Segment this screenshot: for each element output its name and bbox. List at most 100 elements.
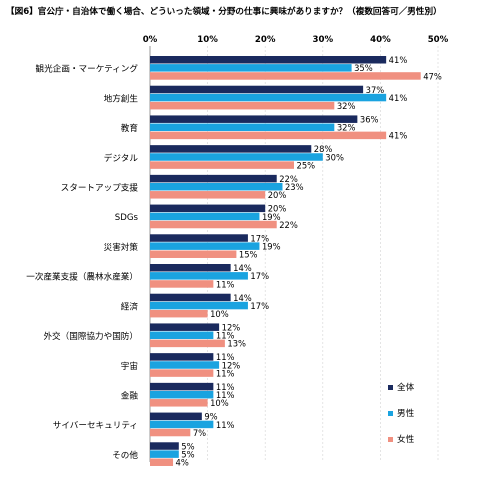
legend-label: 女性 [397,433,415,445]
category-label: 外交（国際協力や国防） [43,330,138,342]
chart-title: 【図6】官公庁・自治体で働く場合、どういった領域・分野の仕事に興味がありますか？… [6,7,442,17]
bar [150,123,335,132]
category-label: 経済 [121,300,139,312]
bar [150,220,277,229]
bar [150,272,248,280]
data-label: 41% [389,131,408,141]
data-label: 11% [216,390,235,400]
data-label: 19% [262,241,281,251]
data-label: 17% [250,271,269,281]
data-label: 14% [233,263,252,273]
bar [150,145,312,153]
category-label: サイバーセキュリティ [53,420,138,431]
data-label: 17% [250,301,269,311]
data-label: 37% [366,85,385,95]
data-label: 25% [297,160,316,170]
bar [150,264,231,272]
data-label: 11% [216,382,235,392]
data-label: 41% [389,93,408,103]
bar [150,369,214,377]
x-tick-label: 50% [428,35,449,45]
data-label: 11% [216,331,235,341]
x-tick-label: 20% [255,35,276,45]
legend-swatch [388,385,393,390]
category-label: デジタル [104,152,139,164]
data-label: 9% [204,412,217,422]
data-label: 20% [268,190,287,200]
bar [150,412,202,421]
bar [150,323,220,331]
bar [150,101,335,110]
data-label: 47% [423,71,442,81]
bar [150,293,231,302]
bar [150,390,214,399]
category-label: SDGs [115,213,139,223]
bar [150,174,277,183]
bar [150,382,214,391]
data-label: 4% [176,458,189,468]
bar [150,153,323,161]
legend-label: 男性 [397,407,415,419]
bar [150,242,260,250]
data-label: 11% [216,279,235,289]
bar [150,204,266,213]
category-label: 観光企画・マーケティング [36,63,139,75]
data-label: 30% [325,152,344,162]
data-label: 12% [222,323,241,333]
x-tick-label: 10% [197,35,218,45]
bar [150,280,214,288]
data-label: 10% [210,398,229,408]
bar [150,64,352,72]
data-label: 11% [216,352,235,362]
bar [150,250,237,258]
bar [150,161,294,169]
bar [150,450,179,458]
data-label: 23% [285,182,304,192]
category-label: スタートアップ支援 [61,182,139,194]
data-label: 12% [222,360,241,370]
bar [150,234,248,242]
category-label: 宇宙 [121,360,138,372]
bar [150,309,208,318]
data-label: 22% [279,174,298,184]
category-label: 教育 [121,122,139,134]
bar [150,131,387,140]
category-label: 地方創生 [104,92,139,104]
data-label: 11% [216,420,235,430]
data-label: 28% [314,144,333,154]
bar [150,458,174,466]
data-label: 15% [239,250,258,260]
data-label: 19% [262,212,281,222]
data-label: 14% [233,293,252,303]
bar [150,442,179,450]
legend-label: 全体 [397,381,415,393]
data-label: 13% [227,339,246,349]
data-label: 36% [360,115,379,125]
bar [150,420,214,429]
data-label: 32% [337,123,356,133]
bar [150,428,191,437]
bar [150,353,214,361]
data-label: 5% [181,441,194,451]
data-label: 20% [268,204,287,214]
data-label: 10% [210,309,229,319]
bar [150,115,358,123]
data-label: 11% [216,368,235,378]
data-label: 5% [181,449,194,459]
bar [150,182,283,191]
data-label: 35% [354,63,373,73]
bar [150,85,364,94]
bar [150,191,266,199]
x-tick-label: 30% [313,35,334,45]
data-label: 32% [337,101,356,111]
bar [150,301,248,310]
data-label: 41% [389,55,408,65]
bar [150,339,225,348]
bar [150,212,260,221]
category-label: 一次産業支援（農林水産業） [26,271,138,283]
legend-swatch [388,411,393,416]
x-tick-label: 40% [370,35,391,45]
bar [150,56,387,64]
data-label: 17% [250,233,269,243]
